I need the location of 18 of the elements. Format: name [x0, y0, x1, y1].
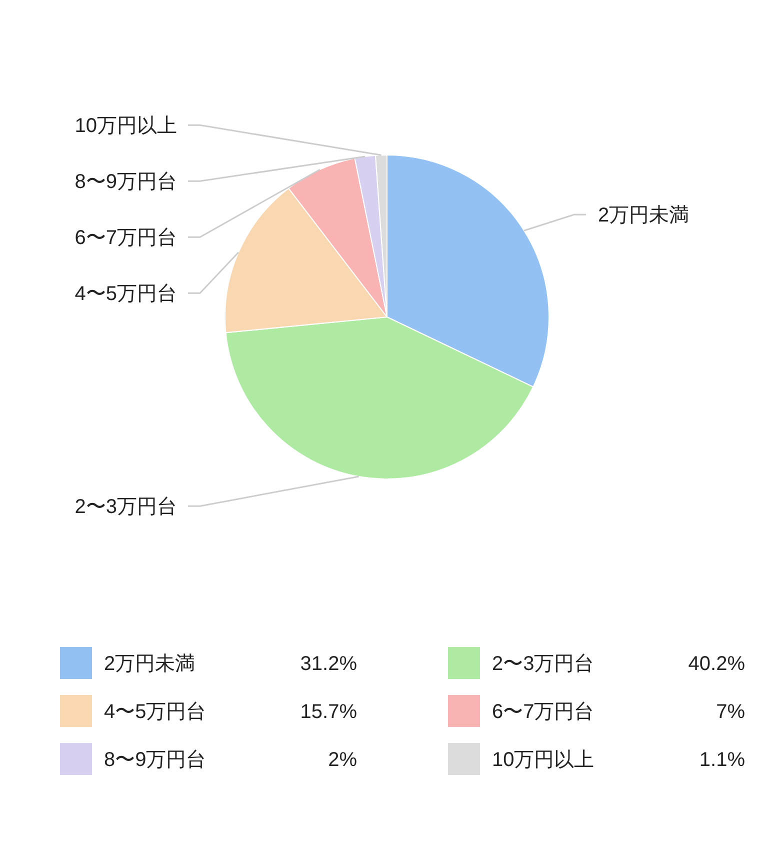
legend-label: 6〜7万円台: [492, 701, 594, 723]
legend-label: 10万円以上: [492, 749, 594, 771]
data-label: 7%: [716, 701, 746, 723]
data-label: 2%: [328, 749, 358, 771]
slice-label: 4〜5万円台: [74, 283, 177, 306]
legend-label: 4〜5万円台: [104, 701, 206, 723]
data-label: 1.1%: [699, 749, 746, 771]
data-label: 15.7%: [300, 701, 358, 723]
legend-label: 2〜3万円台: [492, 653, 594, 675]
slice-label: 8〜9万円台: [74, 171, 177, 194]
legend-label: 8〜9万円台: [104, 749, 206, 771]
slice-label: 2万円未満: [598, 204, 690, 227]
legend-label: 2万円未満: [104, 653, 196, 675]
data-label: 40.2%: [688, 653, 746, 675]
data-label: 31.2%: [300, 653, 358, 675]
slice-label: 10万円以上: [74, 115, 177, 138]
slice-label: 2〜3万円台: [74, 496, 177, 518]
slice-label: 6〜7万円台: [74, 227, 177, 250]
